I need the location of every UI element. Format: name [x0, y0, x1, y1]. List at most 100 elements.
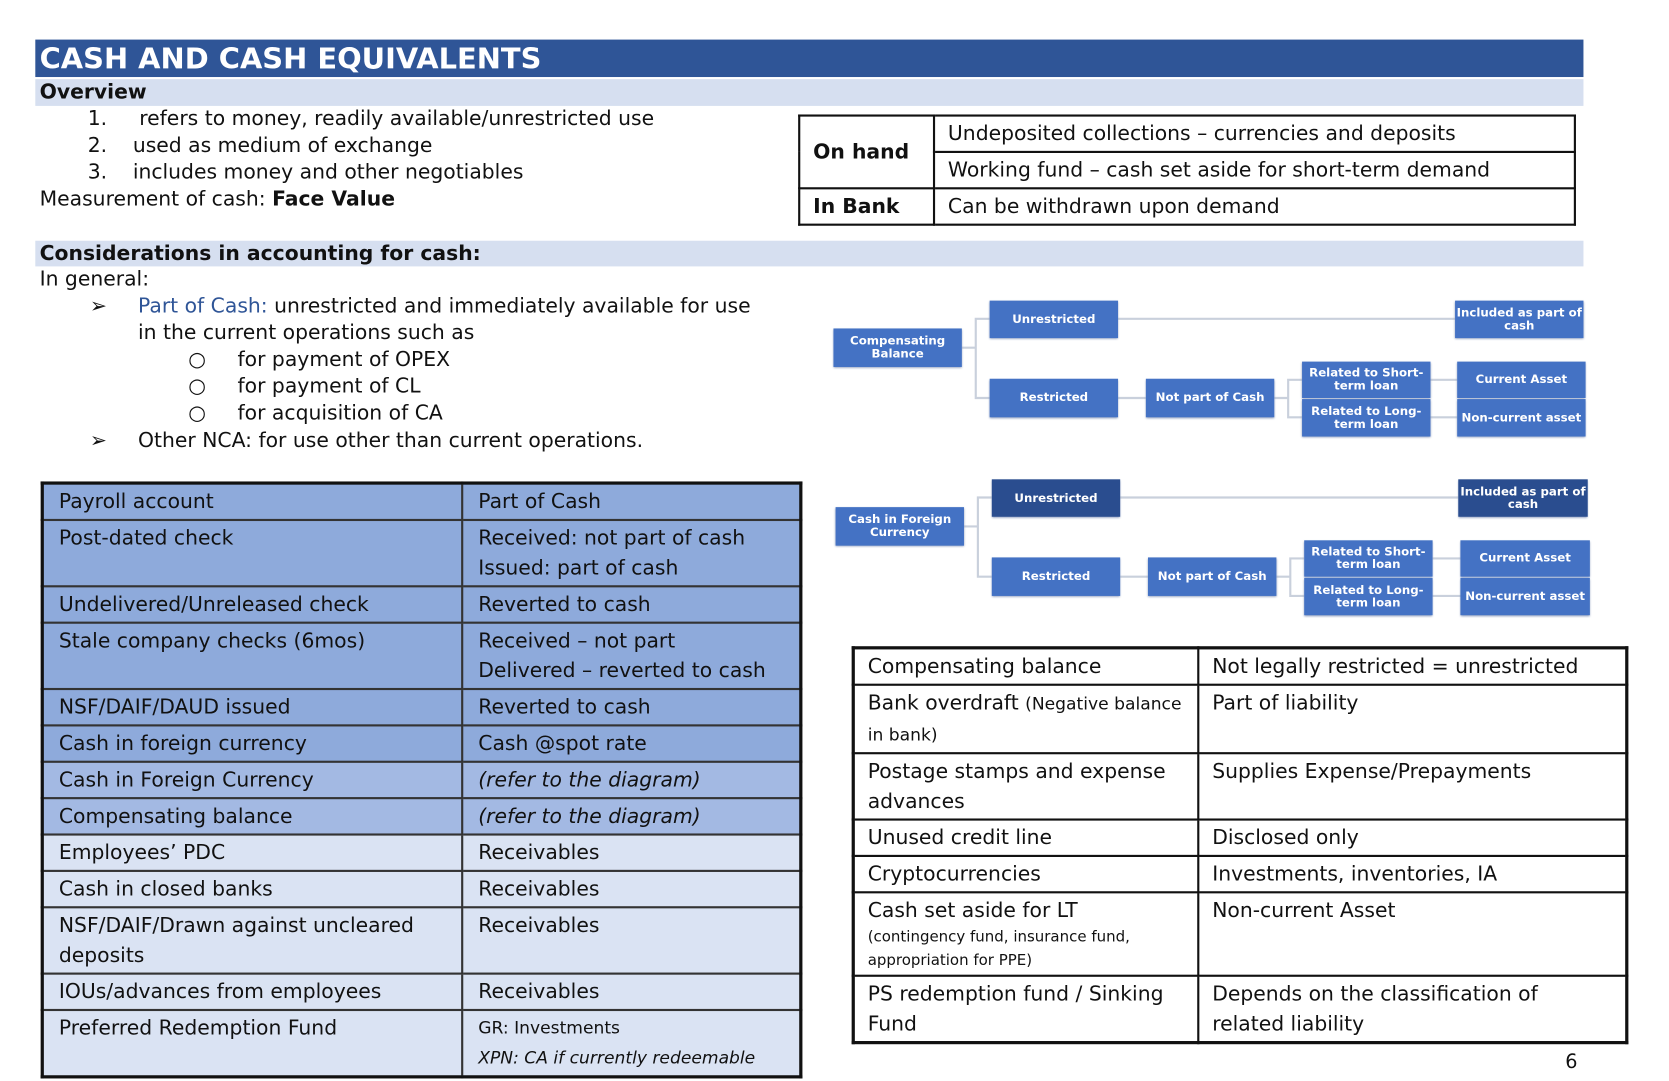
in-bank-label: In Bank: [798, 187, 936, 226]
page-number: 6: [1565, 1050, 1578, 1074]
table-row: Bank overdraft (Negative balance in bank…: [852, 683, 1628, 755]
cell: Part of liability: [1197, 683, 1628, 755]
diagram-box-restricted: Restricted: [989, 378, 1119, 418]
table-row: Preferred Redemption Fund GR: Investments…: [41, 1008, 802, 1078]
overview-heading: Overview: [35, 79, 1584, 106]
cell: Cash set aside for LT (contingency fund, …: [852, 891, 1200, 977]
table-row: NSF/DAIF/Drawn against uncleared deposit…: [41, 906, 802, 975]
cash-location-table: On hand Undeposited collections – currenc…: [798, 114, 1576, 226]
other-items-table: Compensating balance Not legally restrict…: [851, 646, 1629, 1045]
diagram-box-unrestricted: Unrestricted: [991, 479, 1121, 517]
cell: Reverted to cash: [461, 585, 802, 624]
considerations-heading: Considerations in accounting for cash:: [35, 240, 1584, 267]
cell: Unused credit line: [852, 818, 1200, 857]
sub-item: for payment of CL: [237, 374, 421, 399]
part-of-cash: Part of Cash: unrestricted and immediate…: [138, 294, 751, 318]
cell: Cash in Foreign Currency: [41, 760, 464, 800]
cell: GR: Investments XPN: CA if currently rede…: [461, 1008, 802, 1078]
cell: Post-dated check: [41, 518, 464, 588]
cell: Can be withdrawn upon demand: [932, 187, 1576, 226]
cell: (refer to the diagram): [461, 760, 802, 800]
table-row: Payroll account Part of Cash: [41, 482, 802, 522]
cell: IOUs/advances from employees: [41, 972, 464, 1012]
sub-item: for acquisition of CA: [237, 401, 443, 425]
measurement: Measurement of cash: Face Value: [39, 187, 395, 211]
cell: Part of Cash: [461, 482, 802, 522]
cell: Received – not part Delivered – reverted …: [461, 621, 802, 691]
cell: Compensating balance: [852, 646, 1200, 686]
diagram-box-short-term: Related to Short-term loan: [1304, 540, 1433, 577]
diagram-box-restricted: Restricted: [991, 557, 1121, 596]
sub-item: for payment of OPEX: [237, 347, 451, 372]
diagram-box-noncurrent-asset: Non-current asset: [1460, 577, 1590, 616]
diagram-box-root: Compensating Balance: [833, 328, 962, 367]
table-row: Compensating balance (refer to the diagra…: [41, 797, 802, 836]
table-row: Stale company checks (6mos) Received – no…: [41, 621, 802, 691]
cell: Not legally restricted = unrestricted: [1197, 646, 1628, 686]
diagram-box-not-part: Not part of Cash: [1145, 378, 1275, 418]
cell: Payroll account: [41, 482, 464, 522]
overview-item-3: 3. includes money and other negotiables: [87, 160, 524, 185]
table-row: NSF/DAIF/DAUD issued Reverted to cash: [41, 687, 802, 727]
table-row: Undelivered/Unreleased check Reverted to …: [41, 585, 802, 624]
diagram-box-noncurrent-asset: Non-current asset: [1457, 399, 1586, 437]
overview-item-1: 1. refers to money, readily available/unr…: [87, 106, 655, 131]
table-row: Unused credit line Disclosed only: [852, 818, 1628, 857]
table-row: Compensating balance Not legally restrict…: [852, 646, 1628, 686]
diagram-box-included: Included as part of cash: [1458, 479, 1588, 517]
table-row: PS redemption fund / Sinking Fund Depends…: [852, 974, 1628, 1044]
table-row: Employees’ PDC Receivables: [41, 833, 802, 872]
diagram-box-unrestricted: Unrestricted: [989, 300, 1119, 339]
cell: Working fund – cash set aside for short-…: [932, 150, 1576, 190]
table-row: IOUs/advances from employees Receivables: [41, 972, 802, 1012]
cell: Bank overdraft (Negative balance in bank…: [852, 683, 1200, 755]
cell: NSF/DAIF/Drawn against uncleared deposit…: [41, 906, 464, 975]
table-row: Cash in foreign currency Cash @spot rate: [41, 724, 802, 763]
overview-item-2: 2. used as medium of exchange: [87, 133, 433, 158]
diagram-box-not-part: Not part of Cash: [1148, 557, 1277, 596]
cell: Receivables: [461, 906, 802, 975]
cell: Supplies Expense/Prepayments: [1197, 752, 1628, 821]
cell: Received: not part of cash Issued: part o…: [461, 518, 802, 588]
diagram-box-short-term: Related to Short-term loan: [1302, 361, 1431, 399]
circle-bullet-icon: ○: [188, 401, 207, 425]
cell: Undeposited collections – currencies and…: [932, 114, 1576, 153]
cell: Compensating balance: [41, 797, 464, 836]
cell: Employees’ PDC: [41, 833, 464, 872]
table-row: Cash set aside for LT (contingency fund, …: [852, 891, 1628, 977]
cell: Postage stamps and expense advances: [852, 752, 1200, 821]
diagram-box-long-term: Related to Long-term loan: [1304, 577, 1433, 616]
page-title: CASH AND CASH EQUIVALENTS: [35, 39, 1584, 78]
table-row: Post-dated check Received: not part of ca…: [41, 518, 802, 588]
diagram-box-root: Cash in Foreign Currency: [835, 507, 964, 546]
cell: Receivables: [461, 833, 802, 872]
cell: NSF/DAIF/DAUD issued: [41, 687, 464, 727]
cell: Preferred Redemption Fund: [41, 1008, 464, 1078]
circle-bullet-icon: ○: [188, 374, 207, 399]
cash-items-table: Payroll account Part of Cash Post-dated c…: [40, 481, 803, 1079]
arrow-bullet-icon: ➢: [89, 429, 107, 453]
cell: Non-current Asset: [1197, 891, 1628, 977]
diagram-box-current-asset: Current Asset: [1460, 540, 1590, 577]
cell: Receivables: [461, 869, 802, 909]
cell: Investments, inventories, IA: [1197, 854, 1628, 894]
cell: PS redemption fund / Sinking Fund: [852, 974, 1200, 1044]
diagram-box-current-asset: Current Asset: [1457, 361, 1586, 399]
cell: Cryptocurrencies: [852, 854, 1200, 894]
table-row: Cryptocurrencies Investments, inventories…: [852, 854, 1628, 894]
cell: Depends on the classification of related…: [1197, 974, 1628, 1044]
cell: Cash in foreign currency: [41, 724, 464, 763]
other-nca: Other NCA: for use other than current op…: [138, 429, 644, 453]
cell: (refer to the diagram): [461, 797, 802, 836]
part-of-cash-cont: in the current operations such as: [138, 320, 475, 345]
circle-bullet-icon: ○: [188, 347, 207, 372]
cell: Undelivered/Unreleased check: [41, 585, 464, 624]
cell: Disclosed only: [1197, 818, 1628, 857]
table-row: Postage stamps and expense advances Suppl…: [852, 752, 1628, 821]
diagram-box-included: Included as part of cash: [1455, 300, 1584, 339]
cell: Cash in closed banks: [41, 869, 464, 909]
diagram-box-long-term: Related to Long-term loan: [1302, 399, 1431, 437]
cell: Cash @spot rate: [461, 724, 802, 763]
